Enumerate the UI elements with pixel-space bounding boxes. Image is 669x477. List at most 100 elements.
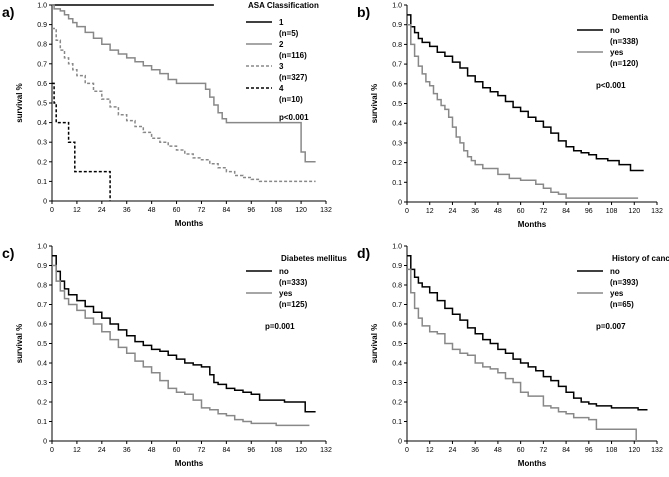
panel-b: b) 0 0.1 0.2 0.3 0.4 0.5 0.6 0.7 0.8 0.9 1.0 0 12 24 36… xyxy=(357,3,663,230)
x-tick-label: 12 xyxy=(73,207,81,214)
y-tick-label: 0.9 xyxy=(37,263,47,270)
legend-count: (n=116) xyxy=(279,51,307,60)
y-tick-label: 0.4 xyxy=(392,121,402,128)
y-tick-label: 0.7 xyxy=(37,61,47,68)
x-tick-label: 120 xyxy=(295,447,307,454)
x-tick-label: 108 xyxy=(270,447,282,454)
x-tick-label: 0 xyxy=(405,447,409,454)
x-tick-label: 132 xyxy=(320,447,332,454)
series-line-a-4 xyxy=(52,82,111,201)
x-tick-label: 132 xyxy=(651,447,663,454)
panel-a: a)00.10.20.30.40.50.60.70.80.91.00 12 24 36… xyxy=(2,1,332,228)
y-tick-label: 0.4 xyxy=(392,361,402,368)
y-tick-label: 0.1 xyxy=(37,179,47,186)
x-tick-label: 0 xyxy=(405,208,409,215)
series-line-b-1 xyxy=(407,14,644,172)
p-value-annotation: p=0.001 xyxy=(265,322,295,331)
y-tick-label: 0 xyxy=(43,199,47,206)
legend-label: no xyxy=(610,267,620,276)
legend: Dementia no (n=338) yes (n=120) xyxy=(577,13,649,68)
y-tick-label: 0.1 xyxy=(37,419,47,426)
y-tick-label: 0.6 xyxy=(392,81,402,88)
y-tick-label: 0.9 xyxy=(392,263,402,270)
x-tick-label: 96 xyxy=(247,207,255,214)
x-tick-label: 72 xyxy=(539,447,547,454)
x-axis-title: Months xyxy=(175,459,204,468)
x-tick-label: 36 xyxy=(123,447,131,454)
y-tick-label: 0.6 xyxy=(37,322,47,329)
x-axis-title: Months xyxy=(518,220,547,229)
x-tick-label: 0 xyxy=(50,207,54,214)
y-tick-label: 0.9 xyxy=(37,22,47,29)
x-tick-label: 24 xyxy=(98,447,106,454)
x-tick-label: 12 xyxy=(426,447,434,454)
x-tick-label: 84 xyxy=(222,447,230,454)
y-tick-label: 0.6 xyxy=(392,322,402,329)
x-tick-label: 132 xyxy=(320,207,332,214)
x-tick-label: 96 xyxy=(585,447,593,454)
p-value-annotation: p<0.001 xyxy=(596,81,626,90)
x-tick-label: 108 xyxy=(270,207,282,214)
x-axis-title: Months xyxy=(518,459,547,468)
y-tick-label: 0.5 xyxy=(37,101,47,108)
y-tick-label: 1.0 xyxy=(392,244,402,251)
series-line-d-2 xyxy=(407,268,637,441)
y-tick-label: 0.7 xyxy=(392,302,402,309)
legend: ASA Classification 1 (n=5) 2 (n=116) 3 (n=327)… xyxy=(246,1,319,104)
x-tick-label: 24 xyxy=(449,447,457,454)
y-tick-label: 0.4 xyxy=(37,120,47,127)
legend-count: (n=327) xyxy=(279,73,308,82)
y-tick-label: 0.2 xyxy=(37,400,47,407)
x-tick-label: 36 xyxy=(471,447,479,454)
x-tick-label: 24 xyxy=(98,207,106,214)
x-tick-label: 108 xyxy=(606,208,618,215)
series-line-d-1 xyxy=(407,255,648,411)
series-line-a-3 xyxy=(52,27,316,183)
legend-count: (n=10) xyxy=(279,95,303,104)
x-tick-label: 48 xyxy=(148,207,156,214)
y-tick-label: 0.1 xyxy=(392,419,402,426)
y-tick-label: 0.9 xyxy=(392,22,402,29)
x-tick-label: 36 xyxy=(471,208,479,215)
legend-count: (n=5) xyxy=(279,29,299,38)
chart-title: History of cancer xyxy=(612,254,669,263)
x-tick-label: 12 xyxy=(426,208,434,215)
legend-count: (n=338) xyxy=(610,37,639,46)
y-tick-label: 0.5 xyxy=(392,341,402,348)
legend-count: (n=333) xyxy=(279,278,308,287)
x-tick-label: 84 xyxy=(562,208,570,215)
y-tick-label: 0.8 xyxy=(392,283,402,290)
legend-label: yes xyxy=(279,289,293,298)
x-tick-label: 60 xyxy=(173,207,181,214)
x-tick-label: 96 xyxy=(247,447,255,454)
panel-letter: a) xyxy=(2,4,14,20)
y-axis-title: survival % xyxy=(15,324,24,364)
chart-title: Diabetes mellitus xyxy=(281,254,347,263)
legend-label: yes xyxy=(610,48,624,57)
panel-letter: b) xyxy=(357,4,370,20)
chart-title: Dementia xyxy=(612,13,649,22)
y-tick-label: 1.0 xyxy=(392,3,402,10)
x-tick-label: 84 xyxy=(222,207,230,214)
legend-label: 1 xyxy=(279,18,284,27)
x-tick-label: 72 xyxy=(539,208,547,215)
x-tick-label: 72 xyxy=(198,447,206,454)
y-tick-label: 0.3 xyxy=(392,380,402,387)
y-tick-label: 0.3 xyxy=(37,140,47,147)
y-tick-label: 0.8 xyxy=(392,42,402,49)
x-tick-label: 0 xyxy=(50,447,54,454)
y-tick-label: 0.2 xyxy=(392,160,402,167)
y-tick-label: 0.1 xyxy=(392,180,402,187)
legend-label: 4 xyxy=(279,84,284,93)
y-axis-title: survival % xyxy=(370,84,379,124)
y-tick-label: 0.3 xyxy=(392,140,402,147)
y-tick-label: 1.0 xyxy=(37,244,47,251)
x-tick-label: 108 xyxy=(606,447,618,454)
y-axis-title: survival % xyxy=(370,324,379,364)
x-axis-title: Months xyxy=(175,219,204,228)
legend-count: (n=65) xyxy=(610,300,634,309)
y-axis-title: survival % xyxy=(15,83,24,123)
x-tick-label: 48 xyxy=(494,447,502,454)
x-tick-label: 12 xyxy=(73,447,81,454)
y-tick-label: 0.8 xyxy=(37,42,47,49)
